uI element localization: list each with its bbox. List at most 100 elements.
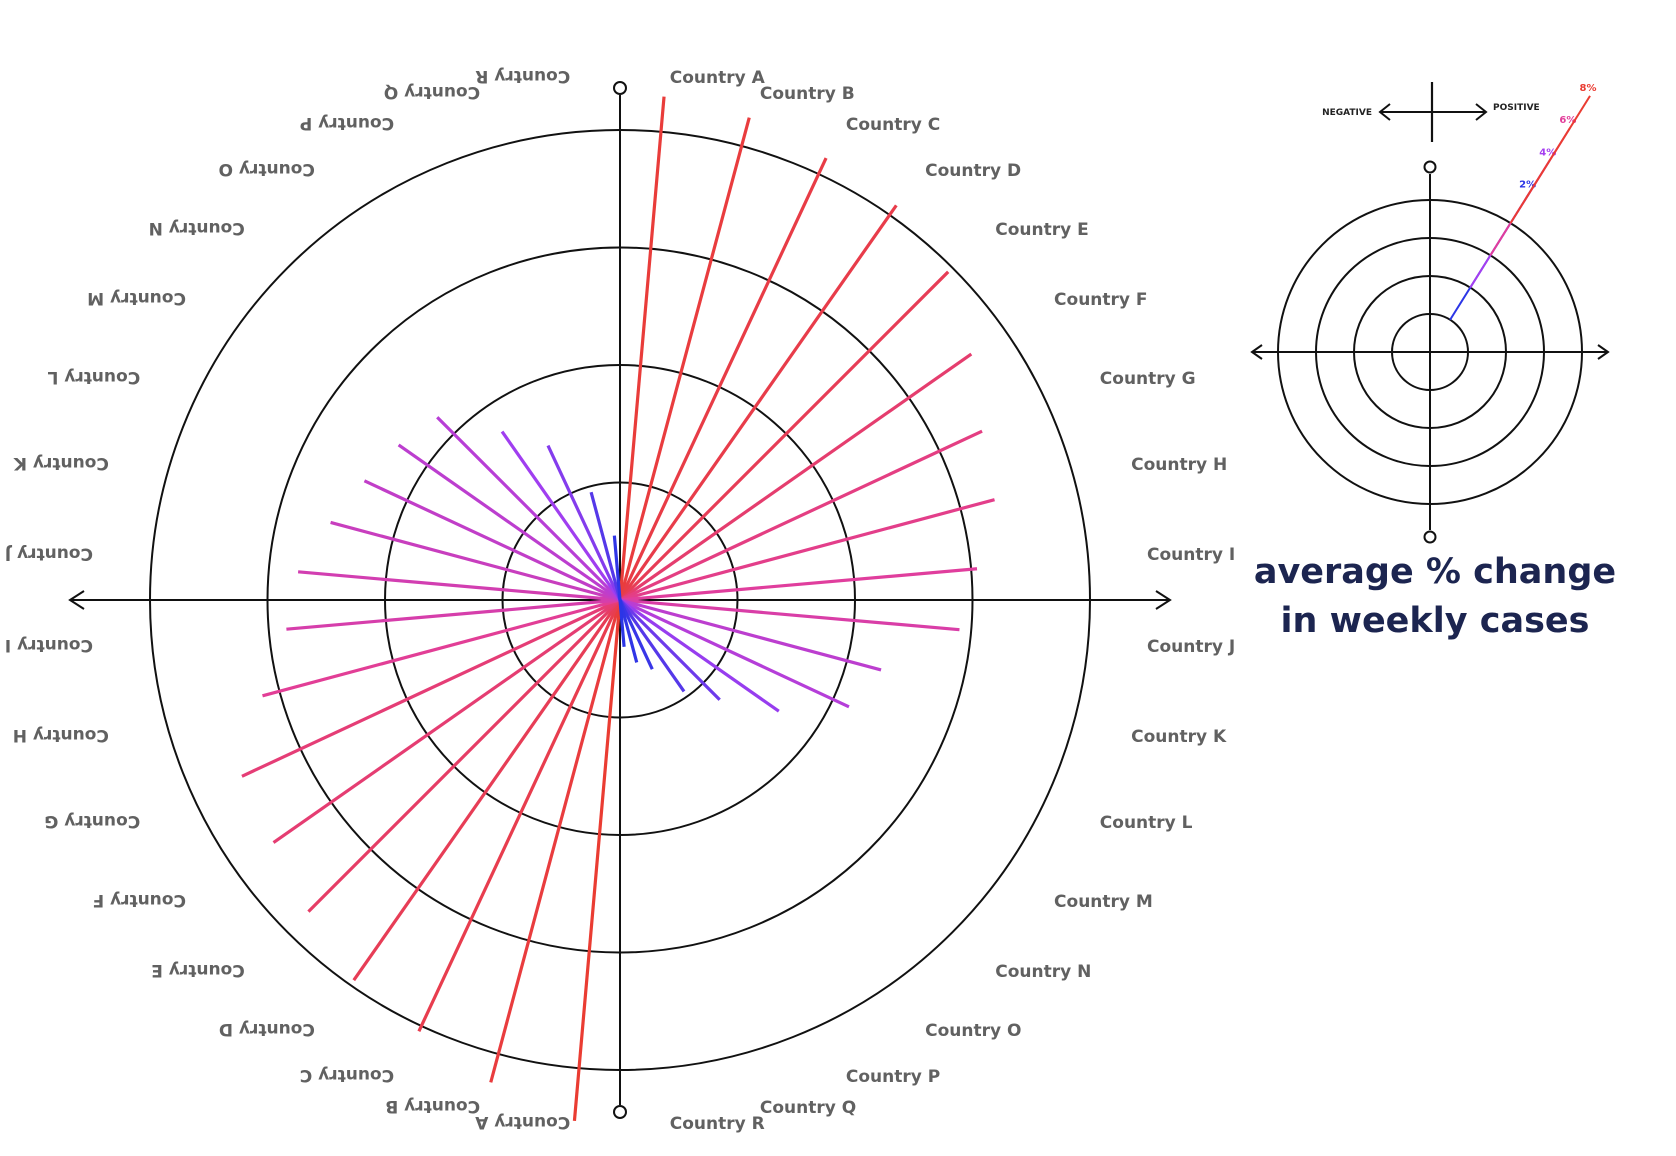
bar-positive-country-l <box>619 598 850 709</box>
label-positive-country-a: Country A <box>670 68 766 88</box>
label-negative-country-o: Country O <box>219 159 315 179</box>
label-negative-country-r: Country R <box>475 66 570 86</box>
bar-positive-country-j <box>619 598 960 632</box>
label-negative-country-g: Country G <box>44 811 140 831</box>
chart-title-line-2: in weekly cases <box>1280 601 1590 641</box>
legend-ring-labels: 2% 4% 6% 8% <box>1449 83 1597 321</box>
bar-negative-country-k <box>330 520 621 602</box>
legend-negative-label: NEGATIVE <box>1322 108 1372 118</box>
label-positive-country-o: Country O <box>925 1021 1021 1041</box>
label-positive-country-l: Country L <box>1100 813 1193 833</box>
bar-positive-country-h <box>619 498 995 602</box>
label-negative-country-l: Country L <box>47 367 140 387</box>
bar-negative-country-j <box>297 570 621 602</box>
label-negative-country-b: Country B <box>385 1096 480 1116</box>
label-positive-country-f: Country F <box>1054 290 1147 310</box>
arrow-right-icon <box>1155 590 1172 610</box>
bar-positive-country-g <box>619 429 983 602</box>
label-negative-country-e: Country E <box>151 960 244 980</box>
label-positive-country-g: Country G <box>1100 369 1196 389</box>
legend-rings <box>1250 160 1610 544</box>
label-negative-country-c: Country C <box>300 1065 394 1085</box>
bar-negative-country-n <box>436 416 622 602</box>
chart-title-line-1: average % change <box>1253 552 1617 592</box>
bar-negative-country-m <box>397 443 621 602</box>
legend-top-end-marker <box>1423 160 1437 174</box>
bar-positive-country-e <box>618 270 950 602</box>
chart-title: average % change in weekly cases <box>1235 548 1635 646</box>
label-positive-country-e: Country E <box>995 220 1088 240</box>
bar-negative-country-q <box>589 491 622 601</box>
bar-negative-country-f <box>272 598 621 844</box>
label-positive-country-j: Country J <box>1147 637 1235 657</box>
legend-bottom-end-marker <box>1423 530 1437 544</box>
bar-positive-country-c <box>618 157 828 601</box>
label-positive-country-r: Country R <box>670 1114 765 1134</box>
label-negative-country-q: Country Q <box>384 82 480 102</box>
label-negative-country-h: Country H <box>13 725 109 745</box>
legend-leader-4 <box>1509 95 1591 224</box>
bar-negative-country-c <box>417 599 622 1032</box>
bar-negative-country-r <box>612 535 622 601</box>
label-negative-country-p: Country P <box>300 113 394 133</box>
label-positive-country-q: Country Q <box>760 1098 856 1118</box>
label-positive-country-b: Country B <box>760 84 855 104</box>
label-positive-country-i: Country I <box>1147 545 1235 565</box>
bar-negative-country-o <box>500 430 622 601</box>
label-negative-country-f: Country F <box>92 890 185 910</box>
label-positive-country-m: Country M <box>1054 892 1153 912</box>
arrow-right-icon <box>1597 344 1610 360</box>
label-negative-country-k: Country K <box>13 453 109 473</box>
bar-negative-country-e <box>307 598 622 913</box>
label-negative-country-j: Country J <box>5 543 93 563</box>
label-positive-country-k: Country K <box>1131 727 1227 747</box>
arrow-left-icon <box>68 590 85 610</box>
bar-negative-country-i <box>286 598 621 631</box>
chart-bars <box>241 96 995 1122</box>
bar-positive-country-a <box>618 96 666 601</box>
bar-negative-country-g <box>241 598 621 778</box>
label-positive-country-c: Country C <box>846 115 940 135</box>
bar-positive-country-n <box>618 598 721 701</box>
legend-ring-label-2: 4% <box>1539 147 1556 158</box>
label-negative-country-n: Country N <box>149 218 245 238</box>
bar-negative-country-a <box>572 599 622 1122</box>
bar-negative-country-h <box>262 598 621 698</box>
bar-negative-country-b <box>489 599 622 1083</box>
label-negative-country-m: Country M <box>87 288 186 308</box>
bar-positive-country-r <box>618 599 626 647</box>
label-positive-country-p: Country P <box>846 1067 940 1087</box>
bar-positive-country-k <box>619 598 882 672</box>
label-negative-country-a: Country A <box>474 1112 570 1132</box>
bar-positive-country-b <box>618 117 751 601</box>
axis-bottom-end-marker <box>613 1105 627 1119</box>
bar-positive-country-q <box>618 599 639 663</box>
bar-positive-country-d <box>618 204 898 601</box>
bar-positive-country-p <box>618 599 654 670</box>
arrow-left-icon <box>1250 344 1263 360</box>
arrow-left-icon <box>1378 103 1391 121</box>
legend-ring-label-4: 8% <box>1580 83 1597 94</box>
label-positive-country-h: Country H <box>1131 455 1227 475</box>
bar-negative-country-p <box>546 444 622 601</box>
bar-positive-country-o <box>618 599 686 693</box>
label-negative-country-d: Country D <box>219 1019 315 1039</box>
direction-legend: NEGATIVE POSITIVE <box>1322 82 1540 142</box>
axis-top-end-marker <box>613 81 627 95</box>
legend-positive-label: POSITIVE <box>1493 103 1540 113</box>
label-negative-country-i: Country I <box>5 635 93 655</box>
chart-grid <box>68 81 1172 1119</box>
legend: NEGATIVE POSITIVE 2% 4% 6% 8% <box>1250 82 1610 544</box>
bar-positive-country-m <box>619 598 780 713</box>
label-positive-country-n: Country N <box>995 962 1091 982</box>
bar-negative-country-d <box>352 599 622 982</box>
legend-ring-label-1: 2% <box>1519 180 1536 191</box>
bar-negative-country-l <box>363 479 621 602</box>
legend-ring-label-3: 6% <box>1559 115 1576 126</box>
label-positive-country-d: Country D <box>925 161 1021 181</box>
arrow-right-icon <box>1475 103 1488 121</box>
bar-positive-country-f <box>619 352 973 602</box>
bar-positive-country-i <box>619 567 978 602</box>
